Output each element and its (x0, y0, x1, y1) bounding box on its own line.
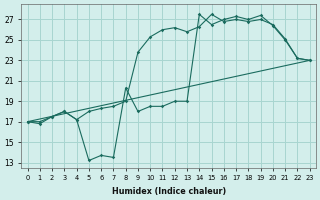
X-axis label: Humidex (Indice chaleur): Humidex (Indice chaleur) (111, 187, 226, 196)
